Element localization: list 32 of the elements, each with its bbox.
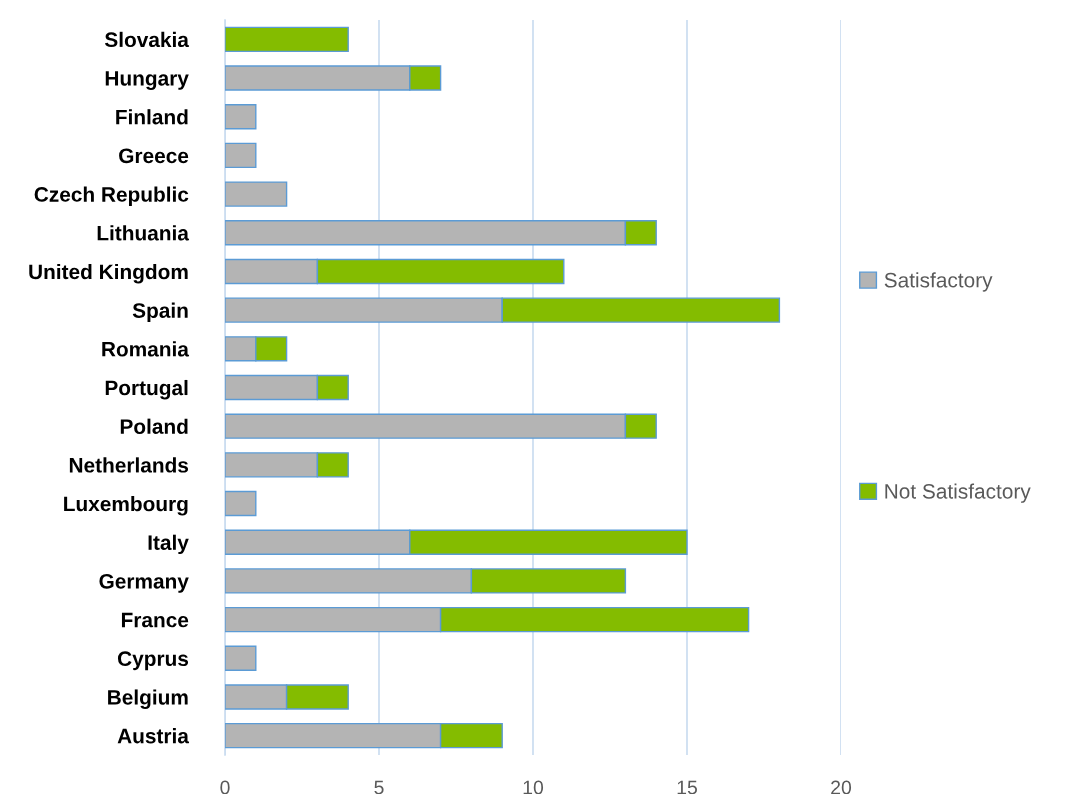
y-tick-label: Czech Republic (34, 186, 189, 206)
x-tick-label: 0 (220, 780, 230, 794)
legend-label: Not Satisfactory (885, 483, 1031, 503)
bar (225, 104, 257, 130)
x-tick-label: 5 (374, 780, 384, 794)
bar (225, 26, 349, 53)
y-tick-label: Romania (102, 341, 190, 357)
bar (225, 142, 257, 169)
y-tick-label: Lithuania (97, 225, 190, 241)
x-tick-label: 15 (677, 780, 697, 794)
y-tick-label: Spain (132, 302, 188, 322)
x-tick-label: 20 (831, 780, 852, 794)
y-tick-label: Belgium (108, 689, 188, 709)
y-tick-label: Greece (119, 148, 189, 164)
y-tick-label: Poland (120, 418, 188, 434)
y-tick-label: Netherlands (69, 457, 189, 473)
bar (225, 645, 257, 671)
y-tick-label: Germany (99, 573, 189, 593)
y-tick-label: United Kingdom (29, 263, 188, 284)
y-tick-label: Slovakia (104, 31, 190, 48)
bar (225, 490, 257, 517)
y-tick-label: Cyprus (117, 651, 189, 671)
y-tick-label: Finland (116, 109, 188, 125)
y-tick-label: Portugal (105, 379, 188, 400)
y-tick-label: Luxembourg (64, 496, 188, 516)
bar (225, 181, 288, 207)
y-tick-label: Hungary (105, 71, 189, 90)
y-tick-label: Austria (117, 728, 190, 744)
y-tick-label: Italy (148, 534, 189, 555)
legend-label: Satisfactory (884, 272, 993, 292)
x-tick-label: 10 (523, 780, 544, 794)
y-tick-label: France (121, 612, 189, 628)
